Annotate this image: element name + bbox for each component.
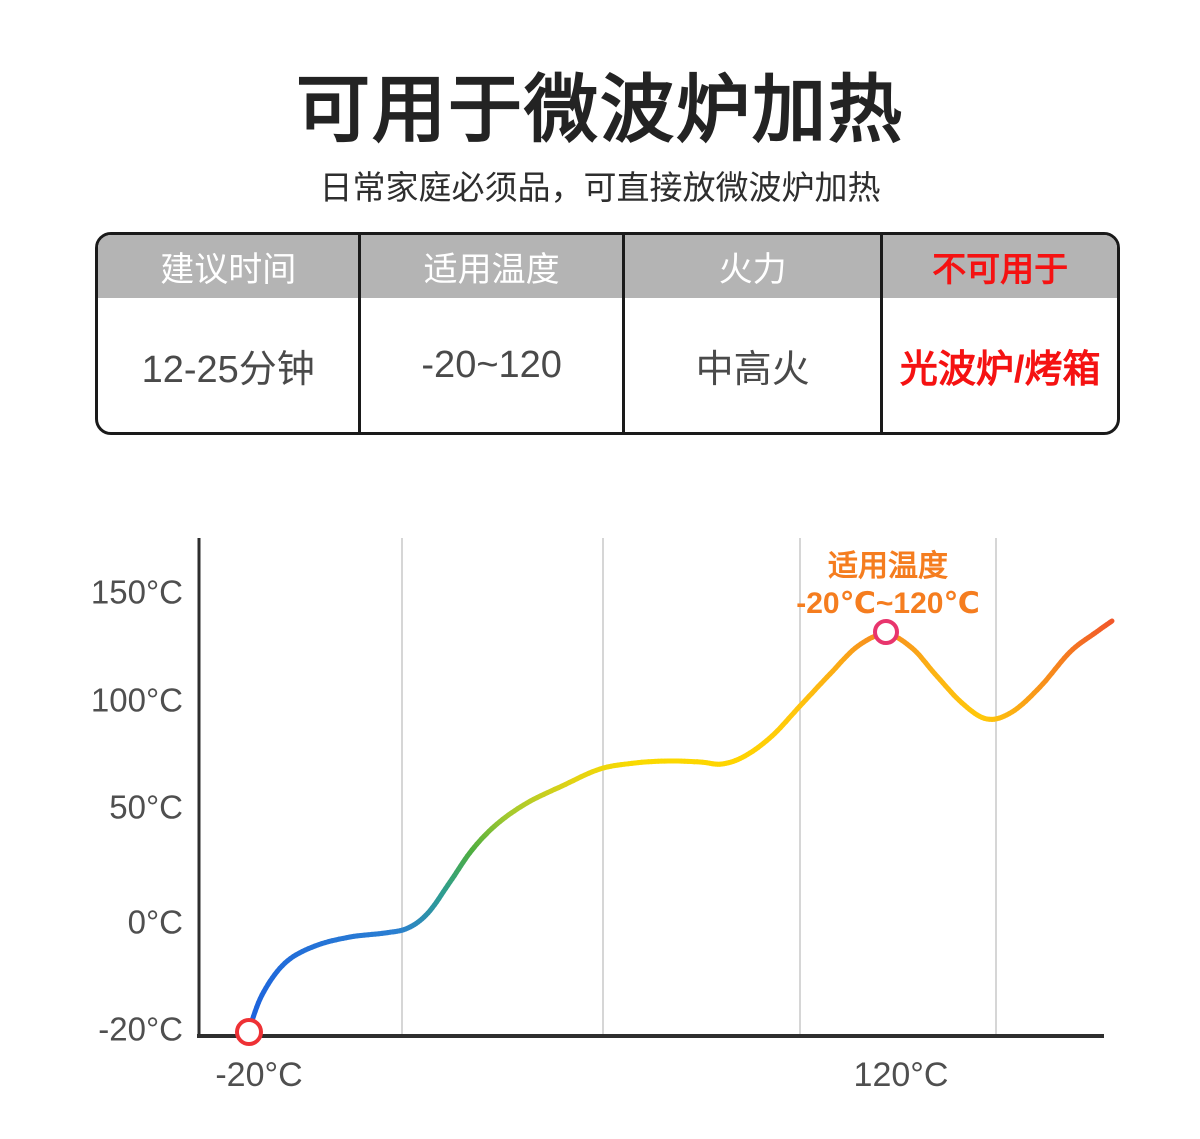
page-title: 可用于微波炉加热 [296, 68, 904, 151]
curve-point-marker [235, 1018, 263, 1046]
spec-table: 建议时间 12-25分钟 适用温度 -20~120 火力 中高火 不可用于 光波… [95, 232, 1120, 435]
y-axis-tick-label: 100°C [91, 682, 183, 719]
spec-value-heat-power: 中高火 [695, 348, 810, 391]
spec-col-suggested-time: 建议时间 12-25分钟 [98, 235, 362, 432]
y-axis-tick-label: 50°C [109, 789, 183, 826]
page-subtitle: 日常家庭必须品，可直接放微波炉加热 [319, 169, 881, 206]
spec-header-heat-power: 火力 [624, 235, 881, 298]
spec-value-not-usable-with: 光波炉/烤箱 [899, 348, 1101, 391]
spec-value-temperature-range: -20~120 [421, 343, 562, 386]
x-axis-tick-label: -20°C [215, 1056, 302, 1094]
temperature-curve [245, 618, 1115, 1036]
annotation-range: -20℃~120℃ [796, 587, 980, 620]
y-axis-tick-label: 150°C [91, 574, 183, 611]
x-axis-tick-label: 120°C [854, 1056, 949, 1094]
curve-point-marker [873, 619, 899, 645]
spec-col-not-usable-with: 不可用于 光波炉/烤箱 [883, 235, 1117, 432]
spec-value-suggested-time: 12-25分钟 [141, 348, 315, 391]
spec-col-heat-power: 火力 中高火 [624, 235, 884, 432]
spec-header-temperature-range: 适用温度 [361, 235, 622, 298]
spec-header-suggested-time: 建议时间 [98, 235, 359, 298]
y-axis-tick-label: -20°C [98, 1011, 183, 1048]
annotation-title: 适用温度 [828, 550, 948, 583]
y-axis-tick-label: 0°C [128, 904, 183, 941]
spec-header-not-usable-with: 不可用于 [883, 235, 1117, 298]
spec-col-temperature-range: 适用温度 -20~120 [361, 235, 625, 432]
